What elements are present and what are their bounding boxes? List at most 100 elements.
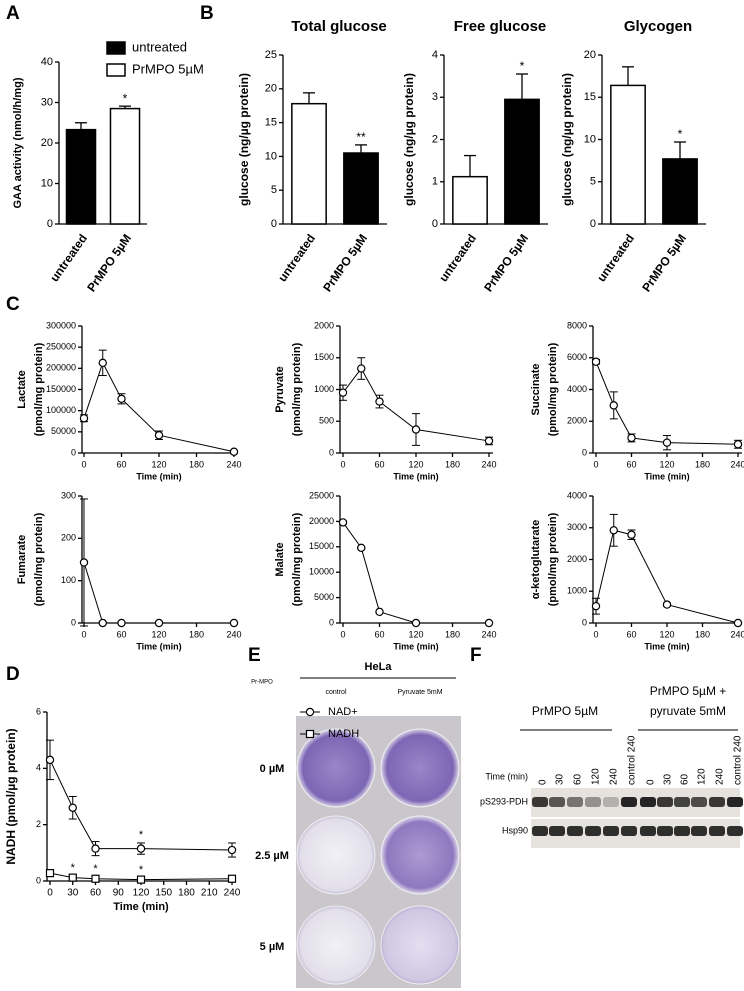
marker <box>484 618 494 628</box>
bar <box>504 98 540 225</box>
legend-marker <box>305 729 315 739</box>
marker <box>68 803 77 812</box>
x-tick-label: PrMPO 5µM <box>639 232 689 295</box>
band <box>585 797 601 807</box>
y-tick-label: 3 <box>432 91 438 103</box>
lane-label: 30 <box>663 773 674 785</box>
legend-swatch <box>106 63 126 77</box>
marker <box>229 447 239 456</box>
y-tick-label: 500 <box>319 416 334 426</box>
marker <box>136 844 146 853</box>
y-tick-label: 0 <box>582 617 587 627</box>
y-tick-label: 15000 <box>309 541 334 551</box>
plate-row-label: 2.5 µM <box>255 850 289 862</box>
x-tick-label: 0 <box>47 888 53 899</box>
x-tick-label: 60 <box>374 459 384 469</box>
y-tick-label: 0 <box>36 875 41 885</box>
y-axis-label: NADH (pmol/µg protein) <box>4 728 18 864</box>
lane-label: 30 <box>555 773 566 785</box>
y-tick-label: 0 <box>71 447 76 457</box>
x-tick-label: untreated <box>594 232 637 285</box>
marker <box>136 875 146 884</box>
lane-label: control 240 <box>627 735 638 785</box>
x-tick-label: 240 <box>481 629 496 639</box>
x-tick-label: 240 <box>226 629 241 639</box>
marker <box>117 394 126 404</box>
x-tick-label: PrMPO 5µM <box>84 232 134 295</box>
x-tick-label: 180 <box>445 459 460 469</box>
y-tick-label: 50000 <box>51 426 76 436</box>
x-tick-label: 120 <box>408 459 423 469</box>
plate <box>380 728 460 808</box>
band <box>532 826 548 836</box>
bar <box>610 84 646 225</box>
series-line <box>342 522 489 624</box>
lane-label: 60 <box>573 773 584 785</box>
y-axis-label: (pmol/mg protein) <box>547 512 559 606</box>
x-axis-label: Time (min) <box>644 471 689 481</box>
marker <box>227 845 237 855</box>
band <box>674 826 690 836</box>
x-tick-label: 0 <box>340 459 345 469</box>
band <box>532 797 548 807</box>
significance: ** <box>356 130 366 144</box>
x-tick-label: untreated <box>47 232 90 285</box>
y-tick-label: 150000 <box>46 384 76 394</box>
y-tick-label: 1 <box>432 176 438 188</box>
bar <box>65 128 97 225</box>
y-axis-label: (pmol/mg protein) <box>33 342 45 436</box>
marker <box>68 873 77 882</box>
significance: * <box>678 127 683 141</box>
y-tick-label: 0 <box>590 218 596 230</box>
marker <box>411 618 421 628</box>
x-tick-label: 0 <box>593 459 598 469</box>
significance: * <box>139 829 144 841</box>
marker <box>117 618 126 628</box>
band <box>567 826 583 836</box>
series-line <box>595 361 739 445</box>
blot-lanes: 0 30 60 120 240 control 240 0 30 60 120 240 control… <box>532 735 744 836</box>
marker <box>357 364 366 373</box>
y-tick-label: 100000 <box>46 405 76 415</box>
marker <box>98 618 107 628</box>
marker <box>733 618 743 628</box>
y-axis-label: glucose (ng/µg protein) <box>237 73 251 206</box>
x-tick-label: 240 <box>730 629 744 639</box>
y-tick-label: 300000 <box>46 320 76 330</box>
y-tick-label: 200000 <box>46 363 76 373</box>
band <box>691 797 707 807</box>
x-axis-label: Time (min) <box>393 471 438 481</box>
x-tick-label: 120 <box>133 888 150 899</box>
plate-title: HeLa <box>365 661 393 673</box>
x-tick-label: untreated <box>275 232 318 285</box>
y-axis-label: α-ketoglutarate <box>530 520 542 600</box>
y-tick-label: 25000 <box>309 490 334 500</box>
x-tick-label: 180 <box>178 888 195 899</box>
y-tick-label: 6000 <box>567 352 587 362</box>
y-tick-label: 2000 <box>314 320 334 330</box>
y-tick-label: 5 <box>271 184 277 196</box>
plate-row-label: 0 µM <box>260 763 285 775</box>
y-tick-label: 15 <box>584 91 596 103</box>
x-tick-label: 120 <box>659 629 674 639</box>
x-tick-label: 60 <box>116 629 126 639</box>
marker <box>45 869 55 878</box>
marker <box>591 601 601 611</box>
band <box>691 826 707 836</box>
band <box>727 797 743 807</box>
lane-label: 120 <box>697 768 708 785</box>
y-axis-label: glucose (ng/µg protein) <box>560 73 574 206</box>
bar <box>343 152 379 225</box>
x-tick-label: 150 <box>155 888 172 899</box>
band <box>657 797 673 807</box>
chart-title: Free glucose <box>454 18 547 35</box>
x-tick-label: 240 <box>730 459 744 469</box>
legend-label: NADH <box>328 728 359 740</box>
x-tick-label: 240 <box>226 459 241 469</box>
marker <box>484 436 494 446</box>
panel-label: C <box>6 294 20 315</box>
marker <box>627 530 636 539</box>
x-tick-label: 180 <box>189 629 204 639</box>
marker <box>229 618 239 628</box>
x-axis-label: Time (min) <box>644 641 689 651</box>
